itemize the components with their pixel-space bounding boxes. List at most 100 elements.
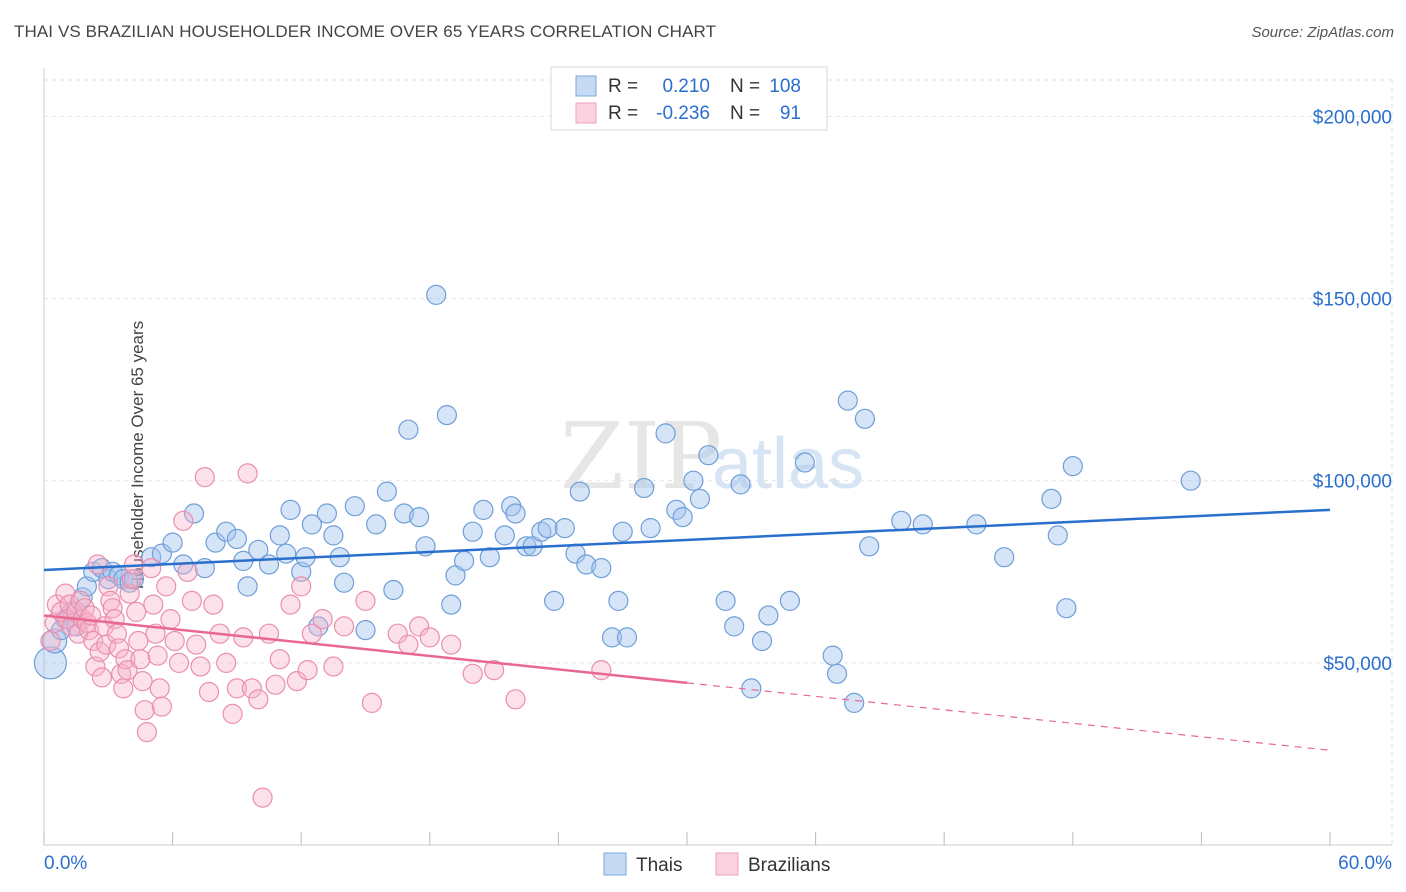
thais-point — [1047, 525, 1068, 546]
legend-swatch-thais — [575, 75, 597, 97]
brazilians-point — [591, 659, 612, 681]
thais-point — [724, 616, 745, 637]
thais-point — [151, 543, 172, 564]
brazilians-point — [312, 608, 333, 630]
watermark-zip: ZIP — [560, 403, 722, 510]
brazilians-point — [128, 630, 149, 652]
thais-point — [441, 594, 462, 615]
thais-point — [837, 390, 858, 411]
brazilians-point — [181, 590, 202, 612]
thais-point — [1062, 456, 1083, 477]
thais-point — [715, 590, 736, 612]
brazilians-point — [241, 678, 262, 699]
thais-point — [398, 419, 419, 440]
legend-n-label-2: N = — [730, 103, 760, 124]
trend-line-0 — [43, 508, 1331, 572]
thais-point — [205, 532, 226, 553]
brazilians-point — [252, 787, 273, 808]
trend-line-extension-1 — [686, 682, 1331, 751]
legend-n-value-2: 91 — [780, 103, 801, 124]
legend-r-label-2: R = — [608, 103, 638, 124]
brazilians-point — [222, 703, 243, 725]
brazilians-point — [168, 652, 190, 674]
brazilians-point — [297, 659, 318, 681]
brazilians-point — [173, 510, 194, 531]
legend-brazilians-label: Brazilians — [748, 855, 830, 876]
brazilians-point — [441, 634, 462, 655]
brazilians-point — [361, 692, 382, 714]
brazilians-point — [323, 656, 344, 677]
brazilians-point — [113, 678, 134, 699]
thais-point — [779, 590, 801, 612]
brazilians-point — [147, 645, 168, 666]
thais-point — [616, 627, 638, 648]
brazilians-point — [248, 689, 269, 710]
thais-point — [608, 590, 629, 612]
brazilians-point — [87, 554, 108, 575]
legend-swatch-brazilians — [575, 102, 597, 124]
thais-point — [758, 605, 779, 626]
brazilians-point — [141, 557, 162, 579]
brazilians-point — [194, 467, 215, 488]
legend-thais-swatch — [603, 852, 627, 876]
thais-point — [640, 517, 661, 539]
thais-point — [141, 547, 162, 568]
brazilians-point — [149, 678, 170, 699]
brazilians-point — [334, 616, 355, 637]
brazilians-point — [419, 627, 440, 648]
axes — [43, 68, 1392, 846]
brazilians-point — [226, 678, 247, 699]
brazilians-point — [126, 601, 147, 623]
watermark: ZIP atlas — [560, 403, 864, 510]
brazilians-point — [355, 590, 376, 612]
thais-point — [554, 517, 575, 539]
legend-n-value-1: 108 — [769, 76, 801, 97]
thais-point — [462, 521, 483, 542]
thais-point — [854, 408, 876, 429]
brazilians-point — [98, 576, 119, 597]
thais-point — [355, 619, 376, 641]
thais-point — [698, 445, 719, 466]
thais-point — [730, 474, 751, 495]
y-tick-label: $150,000 — [1313, 290, 1392, 311]
x-tick-label-max: 60.0% — [1338, 853, 1392, 874]
thais-point — [537, 517, 558, 539]
brazilians-point — [198, 681, 220, 703]
thais-point — [1180, 470, 1201, 491]
y-tick-label: $50,000 — [1323, 654, 1392, 675]
thais-point — [436, 405, 457, 426]
thais-point — [269, 525, 290, 546]
thais-point — [276, 543, 297, 564]
thais-point — [479, 547, 500, 568]
thais-point — [334, 572, 355, 593]
brazilians-point — [291, 576, 312, 597]
brazilians-point — [237, 463, 258, 484]
thais-point — [42, 628, 68, 654]
legend-thais-label: Thais — [636, 855, 682, 876]
thais-point — [376, 481, 397, 502]
trend-lines — [43, 508, 1331, 751]
brazilians-point — [203, 594, 224, 615]
brazilians-point — [186, 634, 207, 655]
thais-point — [912, 514, 933, 535]
thais-point — [966, 514, 987, 535]
thais-point — [316, 503, 337, 524]
thais-point — [394, 503, 415, 524]
thais-point — [301, 514, 322, 535]
thais-point — [794, 452, 816, 473]
brazilians-point — [462, 663, 483, 684]
thais-point — [751, 630, 773, 652]
brazilians-point — [121, 568, 142, 590]
thais-point — [543, 590, 565, 612]
chart-title: THAI VS BRAZILIAN HOUSEHOLDER INCOME OVE… — [14, 22, 717, 41]
thais-point — [280, 499, 301, 520]
brazilians-point — [265, 674, 286, 695]
series-legend: Thais Brazilians — [603, 852, 830, 876]
legend-r-label-1: R = — [608, 76, 638, 97]
thais-point — [655, 423, 676, 444]
brazilians-point — [190, 656, 211, 677]
y-tick-label: $200,000 — [1313, 107, 1392, 128]
thais-point — [162, 532, 183, 553]
legend-n-label-1: N = — [730, 76, 760, 97]
